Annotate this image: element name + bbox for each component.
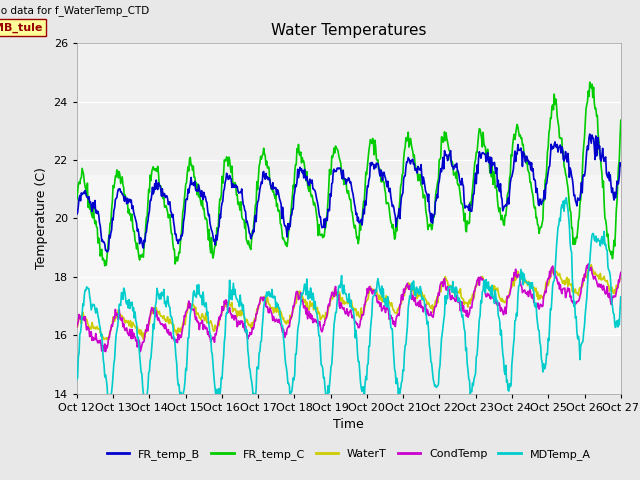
- Text: MB_tule: MB_tule: [0, 23, 43, 33]
- Bar: [77, 175, 621, 335]
- Legend: FR_temp_B, FR_temp_C, WaterT, CondTemp, MDTemp_A: FR_temp_B, FR_temp_C, WaterT, CondTemp, …: [102, 444, 595, 465]
- Title: Water Temperatures: Water Temperatures: [271, 23, 426, 38]
- X-axis label: Time: Time: [333, 418, 364, 431]
- Y-axis label: Temperature (C): Temperature (C): [35, 168, 48, 269]
- Text: No data for f_WaterTemp_CTD: No data for f_WaterTemp_CTD: [0, 5, 150, 15]
